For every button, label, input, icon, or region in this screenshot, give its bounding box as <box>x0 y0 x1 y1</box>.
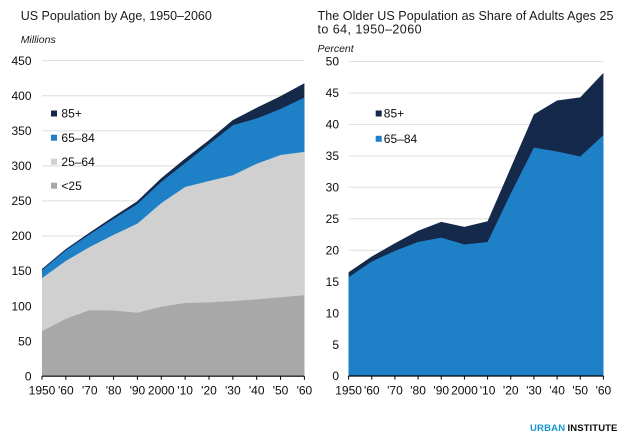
svg-text:'50: '50 <box>273 384 289 398</box>
svg-text:'30: '30 <box>225 384 241 398</box>
svg-text:1950: 1950 <box>29 384 56 398</box>
svg-text:US Population by Age, 1950–206: US Population by Age, 1950–2060 <box>21 9 212 23</box>
svg-text:1950: 1950 <box>335 384 362 398</box>
svg-text:'20: '20 <box>503 384 519 398</box>
svg-text:'90: '90 <box>433 384 449 398</box>
svg-text:250: 250 <box>11 194 31 208</box>
svg-text:'90: '90 <box>130 384 146 398</box>
svg-text:The Older US Population as Sha: The Older US Population as Share of Adul… <box>318 9 614 23</box>
svg-text:'50: '50 <box>572 384 588 398</box>
svg-text:'60: '60 <box>297 384 313 398</box>
svg-text:'30: '30 <box>526 384 542 398</box>
svg-text:20: 20 <box>326 243 340 257</box>
svg-text:'40: '40 <box>249 384 265 398</box>
svg-text:65–84: 65–84 <box>384 132 418 146</box>
svg-text:'70: '70 <box>82 384 98 398</box>
svg-text:5: 5 <box>332 338 339 352</box>
svg-text:INSTITUTE: INSTITUTE <box>568 423 618 434</box>
svg-text:50: 50 <box>326 55 340 69</box>
svg-text:Percent: Percent <box>318 43 355 55</box>
svg-text:100: 100 <box>11 299 31 313</box>
svg-text:85+: 85+ <box>61 107 81 121</box>
svg-text:15: 15 <box>326 275 340 289</box>
svg-text:'70: '70 <box>387 384 403 398</box>
svg-text:85+: 85+ <box>384 107 404 121</box>
svg-text:150: 150 <box>11 264 31 278</box>
svg-text:'20: '20 <box>201 384 217 398</box>
svg-text:'80: '80 <box>410 384 426 398</box>
svg-text:10: 10 <box>326 306 340 320</box>
svg-text:URBAN: URBAN <box>530 423 565 434</box>
svg-text:50: 50 <box>18 334 32 348</box>
svg-text:40: 40 <box>326 118 340 132</box>
svg-text:to 64, 1950–2060: to 64, 1950–2060 <box>318 23 423 37</box>
svg-text:'60: '60 <box>596 384 612 398</box>
svg-text:300: 300 <box>11 159 31 173</box>
svg-text:Millions: Millions <box>21 34 57 46</box>
svg-text:'60: '60 <box>364 384 380 398</box>
svg-text:'40: '40 <box>549 384 565 398</box>
svg-text:35: 35 <box>326 149 340 163</box>
svg-text:'60: '60 <box>58 384 74 398</box>
svg-text:2000: 2000 <box>148 384 175 398</box>
svg-text:'80: '80 <box>106 384 122 398</box>
svg-text:200: 200 <box>11 229 31 243</box>
svg-text:2000: 2000 <box>451 384 478 398</box>
svg-text:25–64: 25–64 <box>61 155 95 169</box>
svg-text:65–84: 65–84 <box>61 131 95 145</box>
svg-text:350: 350 <box>11 124 31 138</box>
svg-text:'10: '10 <box>480 384 496 398</box>
svg-text:'10: '10 <box>177 384 193 398</box>
svg-text:400: 400 <box>11 89 31 103</box>
svg-text:25: 25 <box>326 212 340 226</box>
svg-text:0: 0 <box>25 369 32 383</box>
svg-text:45: 45 <box>326 86 340 100</box>
svg-text:<25: <25 <box>61 179 82 193</box>
svg-text:0: 0 <box>332 369 339 383</box>
svg-text:450: 450 <box>11 54 31 68</box>
svg-text:30: 30 <box>326 181 340 195</box>
